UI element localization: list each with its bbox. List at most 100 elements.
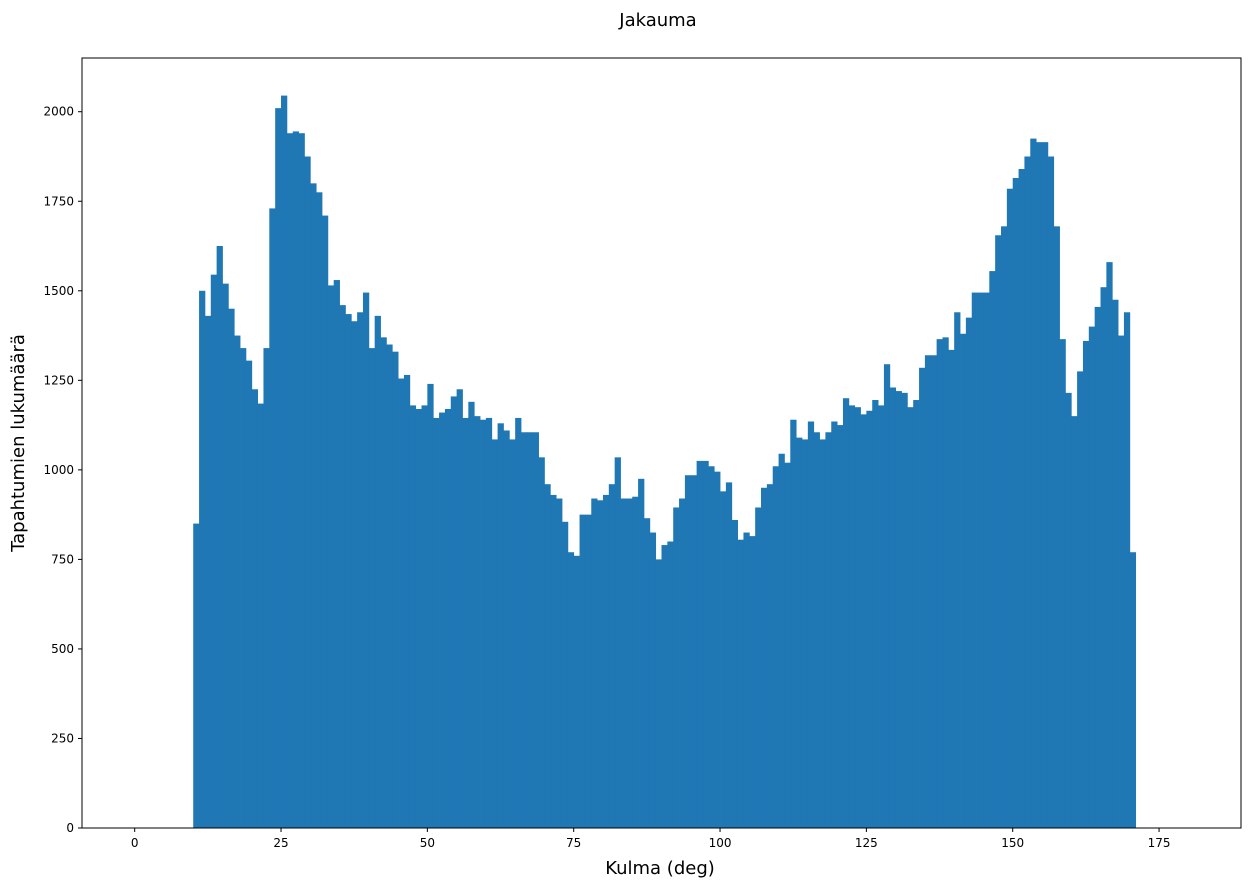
histogram-bar — [725, 482, 733, 828]
histogram-bar — [368, 348, 376, 828]
histogram-bar — [696, 460, 703, 828]
plot-frame — [81, 57, 1242, 829]
y-tick-label: 250 — [51, 731, 74, 745]
histogram-bar — [398, 378, 405, 828]
histogram-bar — [550, 494, 557, 828]
histogram-bar — [796, 437, 803, 828]
histogram-bar — [380, 337, 387, 828]
histogram-bar — [521, 432, 528, 828]
histogram-bar — [257, 403, 264, 828]
histogram-bar — [386, 344, 393, 828]
histogram-bar — [913, 400, 920, 828]
histogram-bar — [251, 389, 258, 828]
histogram-bar — [304, 156, 311, 829]
histogram-bar — [638, 478, 645, 828]
histogram-bar — [1036, 142, 1043, 828]
histogram-bar — [872, 400, 879, 828]
histogram-bar — [491, 439, 498, 828]
y-tick-label: 750 — [51, 552, 74, 566]
histogram-bar — [673, 507, 680, 828]
histogram-bar — [1077, 371, 1084, 828]
histogram-bar — [538, 457, 545, 828]
histogram-bar — [883, 364, 891, 828]
histogram-bar — [708, 466, 715, 828]
histogram-bar — [1059, 339, 1066, 828]
histogram-bar — [228, 308, 235, 828]
histogram-bar — [895, 391, 902, 828]
histogram-bar — [321, 215, 329, 828]
histogram-bar — [234, 335, 241, 828]
histogram-bar — [971, 292, 978, 829]
histogram-bar — [456, 389, 463, 828]
histogram-bar — [503, 430, 510, 828]
histogram-bar — [403, 374, 411, 828]
histogram-bar — [392, 351, 399, 828]
histogram-bar — [556, 498, 563, 828]
histogram-bar — [269, 208, 276, 829]
histogram-bar — [316, 192, 323, 829]
bars-group — [193, 95, 1137, 829]
histogram-bar — [831, 421, 838, 828]
histogram-bar — [983, 292, 990, 829]
histogram-bar — [977, 292, 984, 829]
histogram-bar — [427, 383, 434, 828]
histogram-bar — [415, 408, 422, 828]
histogram-bar — [362, 292, 370, 829]
histogram-bar — [901, 392, 908, 828]
histogram-bar — [801, 439, 809, 828]
y-tick-label: 500 — [51, 642, 74, 656]
histogram-bar — [930, 355, 938, 828]
histogram-bar — [515, 417, 522, 828]
histogram-bar — [848, 405, 856, 828]
histogram-bar — [1030, 138, 1037, 828]
histogram-bar — [433, 417, 440, 828]
histogram-bar — [626, 498, 633, 828]
x-tick-label: 25 — [273, 836, 288, 850]
histogram-bar — [421, 405, 428, 828]
histogram-bar — [1006, 188, 1014, 829]
histogram-bar — [439, 412, 446, 828]
histogram-bar — [245, 360, 253, 828]
histogram-bar — [1065, 392, 1072, 828]
histogram-bar — [1082, 340, 1090, 828]
histogram-bar — [942, 337, 949, 828]
histogram-bar — [497, 423, 504, 828]
histogram-bar — [632, 496, 639, 828]
histogram-bar — [661, 545, 668, 828]
histogram-bar — [907, 407, 914, 828]
y-tick-label: 1500 — [43, 284, 74, 298]
histogram-bar — [1018, 169, 1025, 828]
histogram-bar — [743, 532, 750, 828]
histogram-bar — [720, 491, 727, 828]
histogram-bar — [444, 408, 452, 828]
histogram-bar — [199, 290, 206, 828]
histogram-bar — [1088, 326, 1096, 828]
histogram-bar — [374, 315, 381, 828]
histogram-bar — [737, 539, 744, 828]
x-tick-label: 125 — [855, 836, 878, 850]
x-tick-label: 100 — [709, 836, 732, 850]
histogram-bar — [1100, 287, 1107, 829]
histogram-bar — [790, 419, 797, 828]
histogram-bar — [842, 398, 850, 828]
histogram-bar — [807, 421, 815, 828]
histogram-bar — [866, 410, 873, 828]
histogram-bar — [351, 321, 358, 828]
x-tick-label: 150 — [1001, 836, 1024, 850]
histogram-bar — [1123, 312, 1131, 828]
histogram-bar — [936, 339, 943, 828]
histogram-bar — [526, 432, 534, 828]
histogram-bar — [954, 312, 961, 828]
histogram-bar — [655, 559, 662, 828]
histogram-bar — [339, 305, 346, 828]
x-tick-label: 75 — [566, 836, 581, 850]
y-tick-label: 2000 — [43, 105, 74, 119]
x-axis-label: Kulma (deg) — [605, 858, 715, 879]
histogram-bar — [995, 235, 1002, 828]
histogram-bar — [608, 484, 616, 828]
histogram-bar — [567, 552, 575, 828]
histogram-bar — [409, 405, 417, 828]
histogram-bar — [532, 432, 539, 828]
histogram-bar — [468, 401, 475, 828]
histogram-bar — [1001, 226, 1008, 828]
